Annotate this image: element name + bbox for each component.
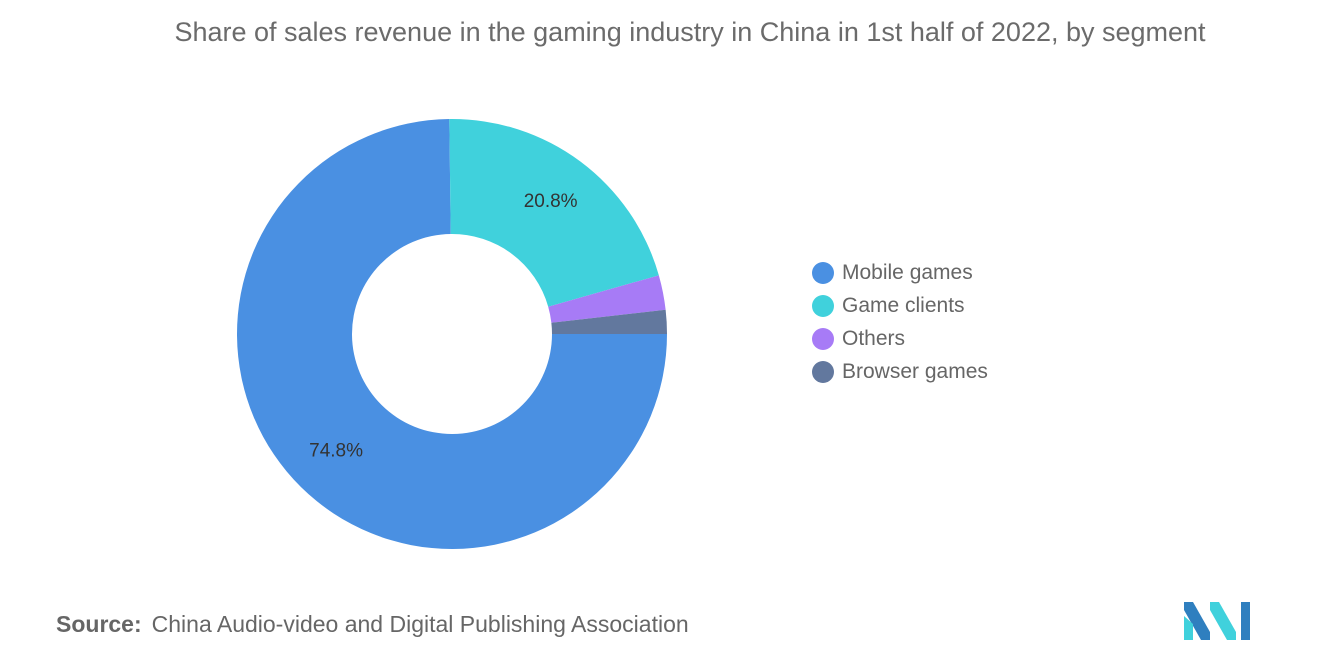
chart-title: Share of sales revenue in the gaming ind… xyxy=(174,17,1206,47)
source-note: Source: China Audio-video and Digital Pub… xyxy=(56,611,689,638)
legend-swatch xyxy=(812,261,834,284)
legend-item: Game clients xyxy=(812,289,988,322)
legend-item: Others xyxy=(812,322,988,355)
legend-label: Mobile games xyxy=(842,260,973,284)
data-label-game-clients: 20.8% xyxy=(524,191,578,212)
donut-slices xyxy=(237,119,667,550)
slice-others xyxy=(548,275,666,323)
mordor-logo-icon xyxy=(1184,602,1250,640)
slice-labels: 74.8% 20.8% xyxy=(309,191,578,462)
slice-mobile-games xyxy=(237,119,667,550)
chart-legend: Mobile games Game clients Others Browser ga… xyxy=(812,256,988,388)
legend-swatch xyxy=(812,360,834,383)
slice-game-clients xyxy=(449,119,659,307)
source-text: China Audio-video and Digital Publishing… xyxy=(151,611,689,637)
legend-label: Others xyxy=(842,326,906,350)
data-label-mobile-games: 74.8% xyxy=(309,440,363,461)
legend-item: Browser games xyxy=(812,355,988,388)
legend-swatch xyxy=(812,327,834,350)
source-label: Source: xyxy=(56,611,142,637)
legend-label: Browser games xyxy=(842,359,988,383)
slice-browser-games xyxy=(551,309,667,334)
legend-label: Game clients xyxy=(842,293,965,317)
legend-swatch xyxy=(812,294,834,317)
legend-item: Mobile games xyxy=(812,256,988,289)
